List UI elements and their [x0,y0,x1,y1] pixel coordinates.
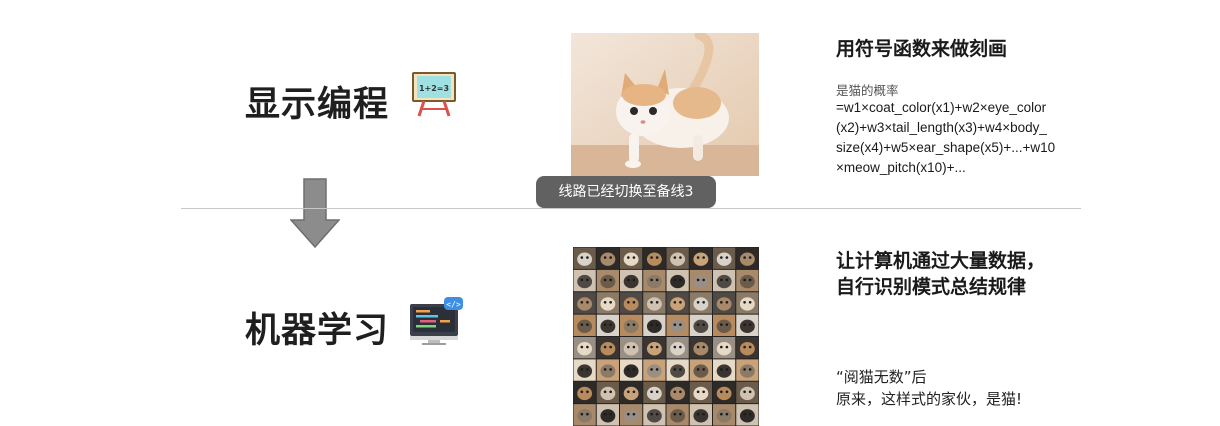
blackboard-text: 1+2=3 [419,84,449,93]
cat-probability-formula: =w1×coat_color(x1)+w2×eye_color (x2)+w3×… [836,98,1086,178]
formula-line: =w1×coat_color(x1)+w2×eye_color [836,100,1047,115]
blackboard-icon: 1+2=3 [410,70,458,118]
section-divider [181,208,1081,209]
route-switch-toast: 线路已经切换至备线3 [536,176,716,208]
down-arrow-icon [289,178,341,249]
quote-line-2: 原来，这样式的家伙，是猫! [836,390,1023,408]
formula-line: (x2)+w3×tail_length(x3)+w4×body_ [836,120,1047,135]
formula-line: ×meow_pitch(x10)+... [836,160,966,175]
cat-faces-grid-image [573,247,759,426]
formula-line: size(x4)+w5×ear_shape(x5)+...+w10 [836,140,1056,155]
explicit-programming-label: 显示编程 [245,85,390,125]
svg-text:</>: </> [446,300,461,309]
code-monitor-icon: </> [408,296,464,346]
cat-probability-label: 是猫的概率 [836,83,899,98]
data-driven-heading: 让计算机通过大量数据， 自行识别模式总结规律 [836,248,1045,300]
quote-line-1: “阅猫无数”后 [836,368,927,386]
heading-line-1: 让计算机通过大量数据， [836,250,1046,272]
symbolic-function-heading: 用符号函数来做刻画 [836,38,1008,60]
kitten-photo [571,30,759,176]
machine-learning-label: 机器学习 [245,311,390,351]
heading-line-2: 自行识别模式总结规律 [836,276,1027,298]
